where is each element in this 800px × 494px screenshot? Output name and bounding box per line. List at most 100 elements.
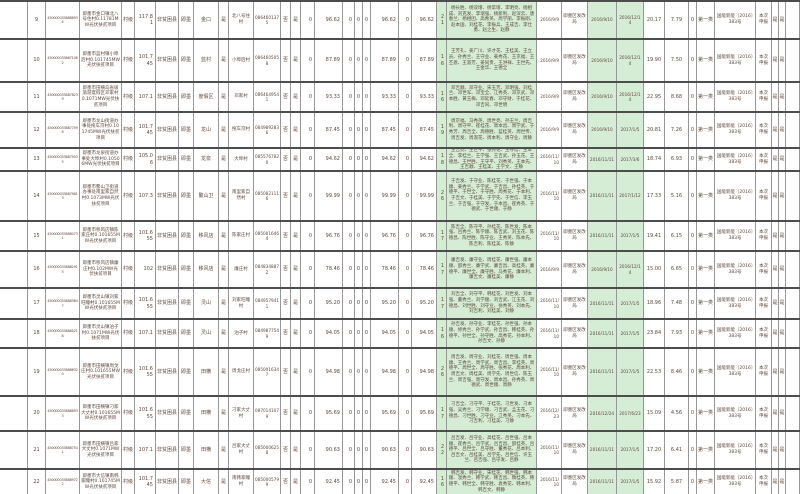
cell-percent[interactable]: 78.46 <box>371 252 399 287</box>
cell-grid-code[interactable]: 0850005799 <box>254 470 281 494</box>
cell-level[interactable]: 村级 <box>122 222 135 250</box>
cell-amount-2[interactable]: 7.50 <box>665 40 689 81</box>
cell-yes-flag[interactable]: 是 <box>772 149 779 170</box>
cell-percent[interactable]: 87.45 <box>412 113 437 147</box>
cell-beneficiary-names[interactable]: 陈吉全、陈守平、孙桂花、陈世发、陈本强、吕秀兰、陈学顺、陈吉武、刘玉花、陈德昌、… <box>447 222 537 250</box>
cell-apply-date[interactable]: 2016/9/9 <box>537 40 562 81</box>
cell-category[interactable]: 第一类 <box>697 83 715 111</box>
cell-no-flag[interactable]: 否 <box>281 149 291 170</box>
cell-beneficiary-names[interactable]: 韩吉发、韩守业、宋桂花、韩世强、韩本顺、温秀兰、韩学武、韩吉昌、隋桂英、韩德平、… <box>447 470 537 494</box>
cell-amount-2[interactable]: 5.16 <box>665 172 689 220</box>
cell-percent[interactable]: 94.98 <box>315 349 343 395</box>
cell-project-name[interactable]: 即墨市田横镇周戈庄村0.101655MW光伏扶贫项目 <box>80 349 122 395</box>
cell-level[interactable]: 村级 <box>122 113 135 147</box>
cell-category[interactable]: 第一类 <box>697 252 715 287</box>
cell-zero[interactable]: 0 <box>301 432 315 468</box>
cell-zero[interactable]: 0 <box>355 349 363 395</box>
cell-agency[interactable]: 即墨区发改局 <box>562 222 588 250</box>
cell-grid-code[interactable]: 0849877549 <box>254 320 281 347</box>
cell-record-date[interactable]: 2016/9/10 <box>588 40 617 81</box>
cell-grid-code[interactable]: 0864601375 <box>254 2 281 38</box>
cell-zero[interactable]: 0 <box>301 113 315 147</box>
cell-zero[interactable]: 0 <box>355 222 363 250</box>
cell-declare-batch[interactable]: 本次申报 <box>756 2 772 38</box>
cell-grid-date[interactable]: 2017/1/5 <box>617 289 644 318</box>
cell-percent[interactable]: 87.45 <box>315 113 343 147</box>
cell-zero[interactable]: 0 <box>689 172 697 220</box>
cell-grid-date[interactable]: 2017/1/5 <box>617 470 644 494</box>
cell-zero[interactable]: 0 <box>301 349 315 395</box>
cell-grid-date[interactable]: 2016/12/14 <box>617 40 644 81</box>
cell-yes-flag[interactable]: 是 <box>291 349 301 395</box>
cell-flag[interactable]: 是 <box>219 40 229 81</box>
cell-household-count[interactable]: 17 <box>437 222 447 250</box>
cell-zero[interactable]: 0 <box>343 397 355 430</box>
cell-project-id[interactable]: 4500000338871062 <box>46 40 80 81</box>
cell-beneficiary-names[interactable]: 邓吉顺、邓守业、宋玉芳、邓明强、刘桂兰、邓世军、邓宝全、江秀英、邓京武、邓本胜、… <box>447 83 537 111</box>
cell-zero[interactable]: 0 <box>689 83 697 111</box>
cell-city[interactable]: 即墨 <box>179 289 194 318</box>
cell-zero[interactable]: 0 <box>689 2 697 38</box>
cell-percent[interactable]: 96.62 <box>412 2 437 38</box>
cell-beneficiary-names[interactable]: 周吉发、周守业、刘桂花、周世强、周本顺、王秀兰、周学武、周吉昌、李桂英、周德平、… <box>447 349 537 395</box>
cell-household-count[interactable]: 17 <box>437 289 447 318</box>
cell-doc-ref[interactable]: 国能新能〔2016〕383号 <box>715 149 756 170</box>
cell-county-type[interactable]: 非贫困县 <box>156 289 179 318</box>
cell-zero[interactable]: 0 <box>363 222 371 250</box>
cell-zero[interactable]: 0 <box>399 113 412 147</box>
cell-no-flag[interactable]: 否 <box>281 432 291 468</box>
cell-zero[interactable]: 0 <box>343 289 355 318</box>
cell-village[interactable]: 邓家村 <box>229 83 254 111</box>
cell-county-type[interactable]: 非贫困县 <box>156 172 179 220</box>
cell-flag[interactable]: 是 <box>219 252 229 287</box>
cell-percent[interactable]: 87.45 <box>371 113 399 147</box>
cell-household-count[interactable]: 22 <box>437 432 447 468</box>
cell-yes-flag[interactable]: 是 <box>291 222 301 250</box>
cell-project-name[interactable]: 即墨市灵山镇泊子村0.1071MW光伏扶贫项目 <box>80 320 122 347</box>
cell-category[interactable]: 第一类 <box>697 320 715 347</box>
cell-yes-flag[interactable]: 是 <box>779 2 786 38</box>
cell-grid-date[interactable]: 2017/1/5 <box>617 432 644 468</box>
cell-capacity-kw[interactable]: 117.81 <box>135 2 156 38</box>
cell-record-date[interactable]: 2016/11/11 <box>588 289 617 318</box>
cell-yes-flag[interactable]: 是 <box>772 397 779 430</box>
cell-apply-date[interactable]: 2016/9/9 <box>537 83 562 111</box>
cell-zero[interactable]: 0 <box>301 397 315 430</box>
cell-percent[interactable]: 94.05 <box>371 320 399 347</box>
cell-amount-1[interactable]: 20.17 <box>644 2 665 38</box>
cell-percent[interactable]: 94.62 <box>412 149 437 170</box>
cell-row-number[interactable]: 19 <box>27 349 46 395</box>
cell-yes-flag[interactable]: 是 <box>291 432 301 468</box>
cell-no-flag[interactable]: 否 <box>281 289 291 318</box>
cell-project-name[interactable]: 即墨市田横岛省级旅游度假区邓家村0.1071MW光伏扶贫项目 <box>80 83 122 111</box>
cell-row-number[interactable]: 20 <box>27 397 46 430</box>
cell-amount-2[interactable]: 7.26 <box>665 113 689 147</box>
cell-zero[interactable]: 0 <box>301 172 315 220</box>
cell-zero[interactable]: 0 <box>689 432 697 468</box>
cell-zero[interactable]: 0 <box>355 2 363 38</box>
cell-row-number[interactable]: 15 <box>27 222 46 250</box>
cell-level[interactable]: 村级 <box>122 397 135 430</box>
cell-zero[interactable]: 0 <box>355 320 363 347</box>
cell-zero[interactable]: 0 <box>363 320 371 347</box>
cell-yes-flag[interactable]: 是 <box>772 113 779 147</box>
cell-yes-flag[interactable]: 是 <box>291 470 301 494</box>
cell-flag[interactable]: 是 <box>219 470 229 494</box>
cell-no-flag[interactable]: 否 <box>281 470 291 494</box>
cell-declare-batch[interactable]: 本次申报 <box>756 252 772 287</box>
cell-amount-2[interactable]: 7.93 <box>665 320 689 347</box>
cell-capacity-kw[interactable]: 101.745 <box>135 40 156 81</box>
cell-doc-ref[interactable]: 国能新能〔2016〕383号 <box>715 83 756 111</box>
cell-grid-code[interactable]: 0850016347 <box>254 349 281 395</box>
cell-town[interactable]: 龙泉 <box>194 149 219 170</box>
cell-county-type[interactable]: 非贫困县 <box>156 2 179 38</box>
cell-zero[interactable]: 0 <box>355 470 363 494</box>
cell-grid-code[interactable]: 0850821116 <box>254 172 281 220</box>
cell-percent[interactable]: 94.62 <box>371 149 399 170</box>
cell-doc-ref[interactable]: 国能新能〔2016〕383号 <box>715 320 756 347</box>
cell-town[interactable]: 灵山 <box>194 320 219 347</box>
cell-zero[interactable]: 0 <box>689 349 697 395</box>
cell-doc-ref[interactable]: 国能新能〔2016〕383号 <box>715 349 756 395</box>
cell-village[interactable]: 小埠后村 <box>229 40 254 81</box>
cell-zero[interactable]: 0 <box>343 172 355 220</box>
